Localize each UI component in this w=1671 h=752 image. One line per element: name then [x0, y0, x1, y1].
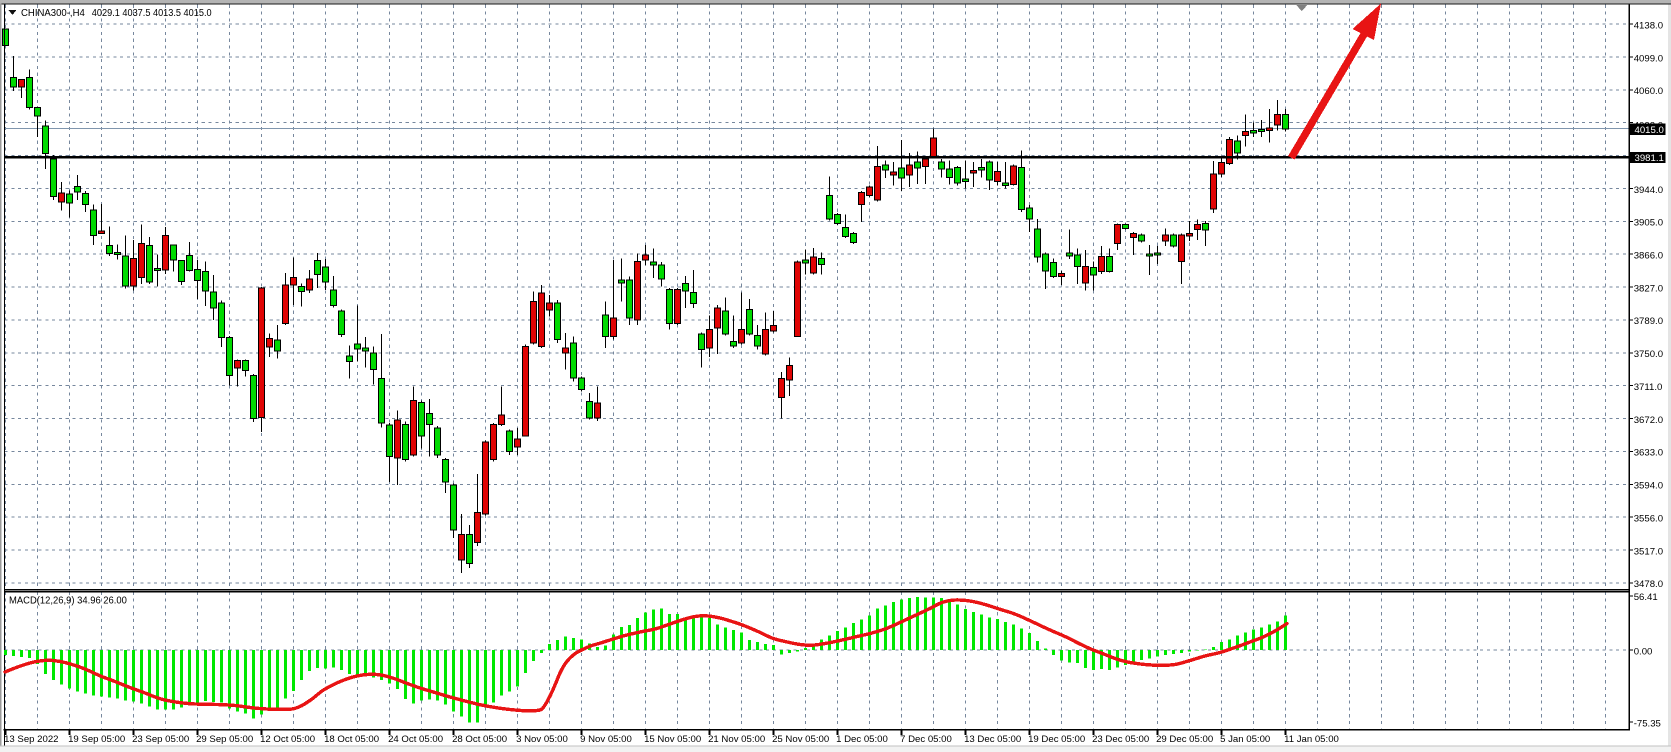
svg-text:3556.0: 3556.0 — [1634, 513, 1663, 524]
svg-text:4138.0: 4138.0 — [1634, 20, 1663, 31]
svg-text:3 Nov 05:00: 3 Nov 05:00 — [516, 734, 568, 745]
svg-text:3789.0: 3789.0 — [1634, 316, 1663, 327]
svg-text:MACD(12,26,9) 34.96 26.00: MACD(12,26,9) 34.96 26.00 — [9, 596, 127, 607]
svg-text:3866.0: 3866.0 — [1634, 251, 1663, 262]
svg-text:12 Oct 05:00: 12 Oct 05:00 — [260, 734, 315, 745]
svg-text:4099.0: 4099.0 — [1634, 53, 1663, 64]
svg-text:3905.0: 3905.0 — [1634, 218, 1663, 229]
svg-text:9 Nov 05:00: 9 Nov 05:00 — [580, 734, 632, 745]
svg-text:56.41: 56.41 — [1634, 592, 1658, 603]
svg-text:5 Jan 05:00: 5 Jan 05:00 — [1220, 734, 1270, 745]
svg-text:18 Oct 05:00: 18 Oct 05:00 — [324, 734, 379, 745]
svg-text:19 Sep 05:00: 19 Sep 05:00 — [68, 734, 125, 745]
svg-text:3517.0: 3517.0 — [1634, 546, 1663, 557]
svg-text:7 Dec 05:00: 7 Dec 05:00 — [900, 734, 952, 745]
svg-text:29 Sep 05:00: 29 Sep 05:00 — [196, 734, 253, 745]
svg-text:13 Sep 2022: 13 Sep 2022 — [4, 734, 58, 745]
svg-text:3478.0: 3478.0 — [1634, 579, 1663, 590]
svg-text:3711.0: 3711.0 — [1634, 382, 1663, 393]
svg-text:25 Nov 05:00: 25 Nov 05:00 — [772, 734, 829, 745]
svg-text:3944.0: 3944.0 — [1634, 185, 1663, 196]
svg-text:24 Oct 05:00: 24 Oct 05:00 — [388, 734, 443, 745]
svg-text:23 Dec 05:00: 23 Dec 05:00 — [1092, 734, 1149, 745]
svg-text:4060.0: 4060.0 — [1634, 86, 1663, 97]
svg-text:21 Nov 05:00: 21 Nov 05:00 — [708, 734, 765, 745]
svg-text:29 Dec 05:00: 29 Dec 05:00 — [1156, 734, 1213, 745]
svg-text:4029.1 4037.5 4013.5 4015.0: 4029.1 4037.5 4013.5 4015.0 — [92, 8, 212, 19]
svg-text:11 Jan 05:00: 11 Jan 05:00 — [1284, 734, 1339, 745]
svg-text:4015.0: 4015.0 — [1635, 125, 1664, 136]
svg-text:3981.1: 3981.1 — [1635, 153, 1664, 164]
svg-text:-75.35: -75.35 — [1634, 718, 1661, 729]
svg-text:3672.0: 3672.0 — [1634, 415, 1663, 426]
svg-text:23 Sep 05:00: 23 Sep 05:00 — [132, 734, 189, 745]
svg-text:3750.0: 3750.0 — [1634, 349, 1663, 360]
svg-text:3594.0: 3594.0 — [1634, 481, 1663, 492]
svg-text:3827.0: 3827.0 — [1634, 283, 1663, 294]
svg-text:19 Dec 05:00: 19 Dec 05:00 — [1028, 734, 1085, 745]
svg-text:13 Dec 05:00: 13 Dec 05:00 — [964, 734, 1021, 745]
svg-text:CHINA300-,H4: CHINA300-,H4 — [21, 8, 85, 19]
svg-text:1 Dec 05:00: 1 Dec 05:00 — [836, 734, 888, 745]
svg-text:15 Nov 05:00: 15 Nov 05:00 — [644, 734, 701, 745]
svg-text:0.00: 0.00 — [1634, 646, 1653, 657]
svg-text:28 Oct 05:00: 28 Oct 05:00 — [452, 734, 507, 745]
svg-text:3633.0: 3633.0 — [1634, 448, 1663, 459]
